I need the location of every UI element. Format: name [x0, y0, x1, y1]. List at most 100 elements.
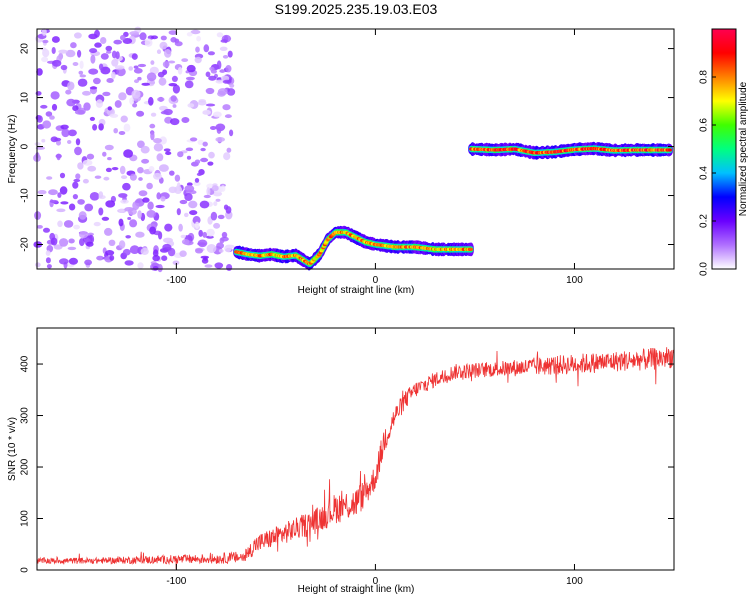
noise-cell	[197, 239, 208, 248]
noise-cell	[36, 225, 43, 229]
noise-cell	[68, 257, 78, 265]
noise-cell	[196, 35, 202, 42]
noise-cell	[186, 32, 193, 37]
noise-cell	[104, 144, 114, 151]
noise-cell	[152, 254, 160, 262]
noise-cell	[72, 194, 78, 200]
noise-cell	[88, 68, 99, 75]
colorbar-tick-label: 0.8	[699, 70, 710, 84]
noise-cell	[89, 192, 100, 201]
noise-cell	[49, 199, 59, 204]
noise-cell	[213, 111, 222, 118]
noise-cell	[160, 35, 167, 41]
noise-cell	[72, 105, 79, 112]
spectrogram-y-tick-label: 20	[20, 43, 31, 55]
noise-cell	[137, 167, 144, 174]
noise-cell	[46, 264, 52, 269]
spectrogram-frame	[36, 28, 675, 270]
noise-cell	[129, 31, 140, 36]
noise-cell	[211, 185, 219, 192]
noise-cell	[196, 172, 202, 176]
noise-cell	[107, 106, 113, 111]
noise-cell	[87, 232, 94, 236]
snr-y-label: SNR (10 * v/v)	[7, 417, 18, 481]
noise-cell	[219, 69, 226, 73]
noise-cell	[35, 262, 41, 268]
noise-cell	[57, 192, 62, 198]
noise-cell	[155, 204, 165, 209]
noise-cell	[223, 152, 231, 161]
noise-cell	[137, 262, 144, 269]
noise-cell	[194, 178, 200, 183]
noise-cell	[43, 227, 50, 233]
spectrogram-y-tick-label: -20	[20, 237, 31, 252]
noise-cell	[187, 103, 195, 108]
noise-cell	[102, 151, 107, 157]
colorbar-tick-label: 0.0	[699, 262, 710, 276]
noise-cell	[103, 176, 110, 181]
noise-cell	[170, 118, 180, 126]
noise-cell	[141, 158, 150, 164]
noise-cell	[184, 193, 193, 201]
noise-cell	[120, 115, 128, 123]
snr-frame	[36, 327, 675, 571]
noise-cell	[36, 68, 43, 76]
noise-cell	[227, 50, 233, 58]
noise-cell	[210, 69, 217, 74]
noise-cell	[86, 153, 95, 160]
noise-cell	[165, 151, 172, 156]
spectrogram-y-tick-label: -10	[20, 188, 31, 203]
noise-cell	[202, 109, 211, 115]
noise-cell	[218, 249, 224, 253]
noise-cell	[83, 102, 91, 111]
noise-cell	[149, 80, 156, 85]
noise-cell	[41, 138, 46, 143]
noise-cell	[194, 221, 200, 229]
noise-cell	[221, 231, 228, 239]
noise-cell	[131, 89, 141, 99]
noise-cell	[202, 141, 208, 147]
noise-cell	[215, 137, 225, 142]
noise-cell	[36, 115, 43, 123]
noise-cell	[73, 178, 81, 183]
noise-cell	[100, 37, 107, 44]
noise-cell	[34, 211, 42, 220]
noise-cell	[106, 50, 112, 54]
noise-cell	[116, 67, 126, 77]
noise-cell	[93, 221, 101, 227]
snr-y-tick-label: 400	[20, 355, 31, 372]
noise-cell	[177, 151, 184, 158]
noise-cell	[125, 235, 131, 239]
snr-y-tick-label: 100	[20, 510, 31, 527]
spectrogram-y-label: Frequency (Hz)	[7, 115, 18, 184]
snr-x-tick-label: 100	[566, 576, 583, 587]
noise-cell	[74, 109, 85, 115]
noise-cell	[150, 131, 155, 141]
snr-x-label: Height of straight line (km)	[298, 584, 415, 595]
noise-cell	[129, 219, 138, 228]
noise-cell	[203, 194, 211, 199]
noise-cell	[58, 49, 68, 54]
noise-cell	[121, 175, 128, 180]
noise-cell	[219, 46, 228, 51]
noise-cell	[150, 60, 155, 65]
noise-cell	[180, 234, 186, 239]
noise-cell	[222, 104, 231, 111]
noise-cell	[198, 229, 203, 237]
noise-cell	[184, 212, 189, 218]
noise-cell	[60, 201, 69, 205]
noise-cell	[49, 115, 55, 120]
noise-cell	[159, 41, 168, 50]
noise-cell	[42, 120, 52, 129]
noise-cell	[208, 151, 215, 159]
noise-cell	[210, 126, 217, 130]
noise-cell	[67, 246, 77, 251]
noise-cell	[82, 178, 89, 184]
noise-cell	[82, 159, 93, 166]
noise-cell	[79, 60, 84, 69]
noise-cell	[70, 42, 77, 49]
noise-cell	[60, 124, 69, 130]
noise-cell	[105, 250, 115, 256]
noise-cell	[138, 177, 143, 181]
